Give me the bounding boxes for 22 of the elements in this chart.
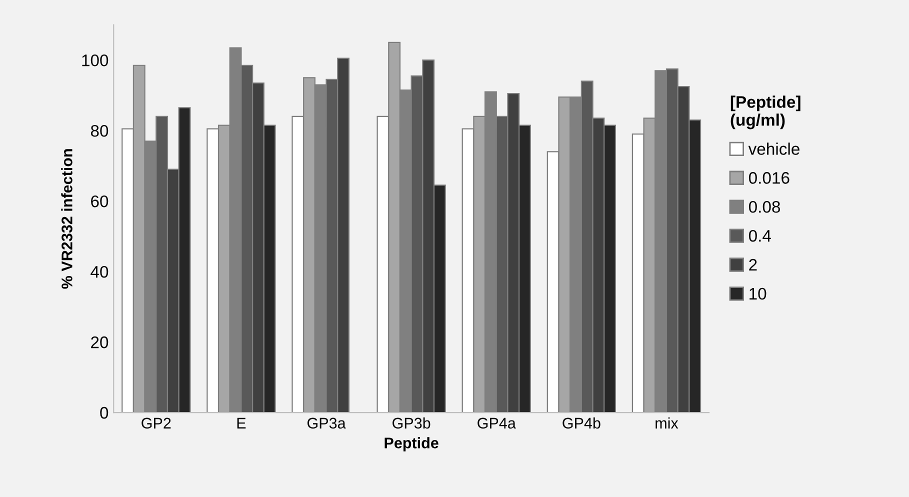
y-tick-label: 40 (90, 266, 108, 278)
x-axis-title: Peptide (384, 437, 438, 452)
y-tick-label: 80 (90, 124, 108, 137)
legend-label: 0.016 (748, 172, 790, 184)
x-tick-label: GP3b (392, 417, 430, 429)
legend-label: 10 (750, 288, 766, 300)
x-tick-label: GP2 (142, 418, 171, 429)
legend-title: [Peptide] (ug/ml) (730, 96, 800, 130)
legend-label: 2 (749, 258, 757, 271)
y-tick-label: 0 (100, 406, 108, 419)
legend-label: 0.4 (748, 230, 771, 242)
legend-label: vehicle (748, 142, 800, 155)
y-tick-label: 100 (82, 54, 108, 66)
x-tick-label: mix (656, 417, 678, 428)
y-tick-label: 60 (91, 195, 108, 208)
x-tick-label: GP3a (308, 418, 346, 429)
x-tick-label: GP4a (478, 418, 516, 429)
y-axis-title: % VR2332 infection (61, 149, 72, 289)
legend-label: 0.08 (748, 200, 780, 213)
y-tick-label: 20 (91, 336, 108, 348)
x-tick-label: GP4b (562, 417, 600, 429)
x-tick-label: E (237, 418, 246, 428)
